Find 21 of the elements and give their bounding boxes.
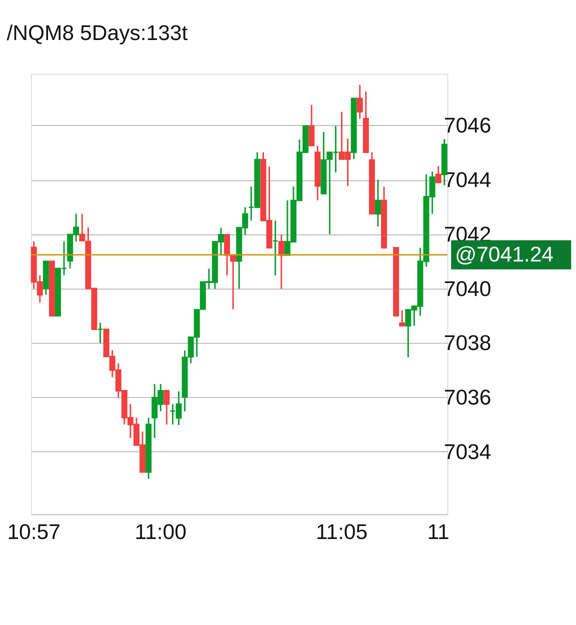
candlestick xyxy=(164,390,170,426)
candlestick xyxy=(435,165,442,184)
y-tick-label: 7046 xyxy=(444,114,492,138)
candlestick xyxy=(97,322,104,344)
x-tick-label: 11:00 xyxy=(134,520,186,544)
y-tick-label: 7038 xyxy=(444,331,492,356)
candlestick xyxy=(272,220,278,276)
y-tick-label: 7040 xyxy=(444,276,492,301)
x-tick-label: 10:57 xyxy=(7,520,60,544)
y-tick-label: 7036 xyxy=(444,386,492,410)
ref-line-label: @7041.24 xyxy=(454,242,554,267)
candlestick xyxy=(374,179,381,228)
y-tick-label: 7034 xyxy=(444,440,492,464)
candlestick xyxy=(308,104,315,146)
candlestick xyxy=(399,310,406,327)
x-tick-label: 11 xyxy=(427,520,450,544)
candlestick xyxy=(278,234,284,290)
candlestick xyxy=(356,84,363,120)
y-tick-label: 7044 xyxy=(444,168,492,192)
chart-title: /NQM8 5Days:133t xyxy=(6,20,188,45)
x-tick-label: 11:05 xyxy=(316,520,368,544)
